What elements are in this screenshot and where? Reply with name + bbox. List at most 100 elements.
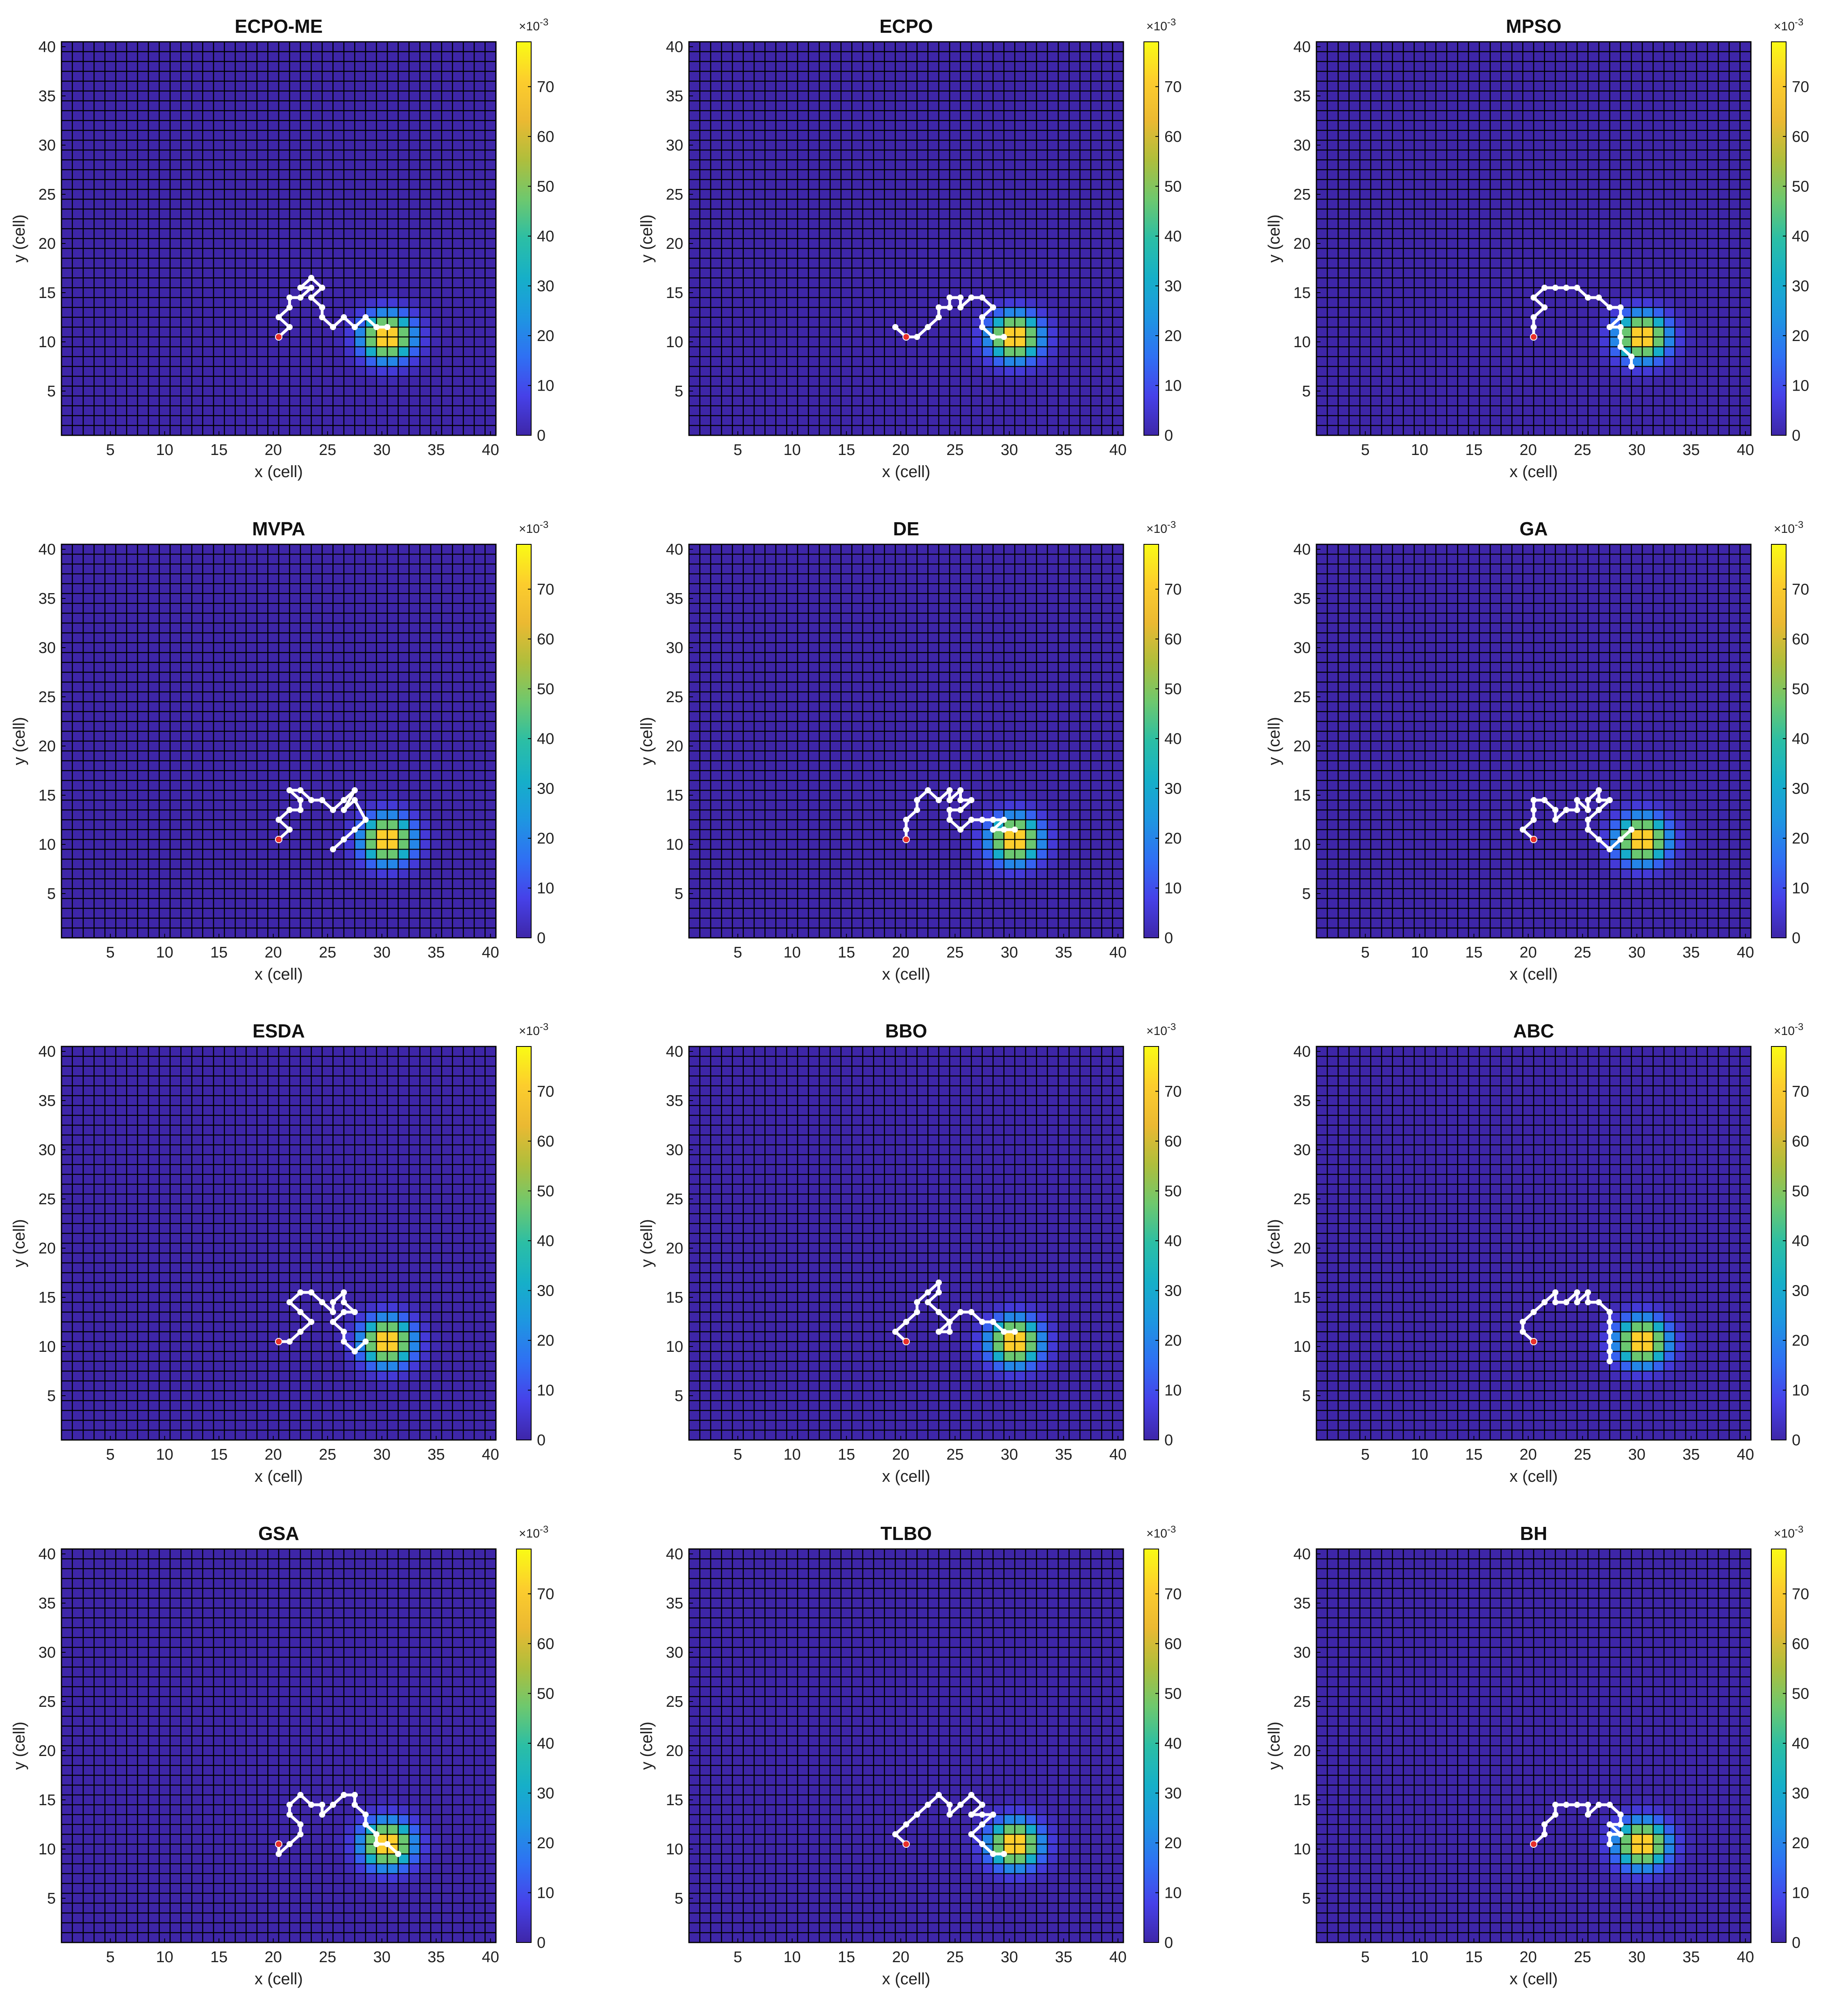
heatmap-cell	[420, 1815, 431, 1825]
heatmap-cell	[1686, 1834, 1697, 1845]
path-point	[308, 797, 314, 803]
heatmap-cell	[1609, 366, 1621, 377]
colorbar-tick-label: 50	[1164, 1183, 1182, 1200]
heatmap-cell	[1631, 1302, 1643, 1312]
heatmap-cell	[1025, 1844, 1037, 1854]
heatmap-cell	[1686, 1332, 1697, 1342]
colorbar-tick-label: 60	[1792, 1133, 1809, 1150]
heatmap-cell	[1664, 830, 1675, 840]
heatmap-cell	[387, 1302, 398, 1312]
heatmap-cell	[993, 1342, 1004, 1352]
heatmap-cell	[409, 1342, 420, 1352]
heatmap-cell	[1664, 1322, 1675, 1332]
colorbar-tick-label: 30	[537, 1785, 554, 1802]
y-tick-label: 15	[666, 1792, 683, 1809]
path-point	[903, 1821, 909, 1828]
path-point	[1563, 1801, 1569, 1808]
x-tick-label: 30	[373, 441, 391, 459]
path-point	[319, 1299, 325, 1306]
colorbar-multiplier: ×10-3	[519, 519, 548, 536]
heatmap-cell	[1609, 820, 1621, 830]
heatmap-cell	[1642, 1874, 1653, 1884]
heatmap-cell	[1631, 1322, 1643, 1332]
heatmap-cell	[1037, 1824, 1048, 1835]
heatmap-cell	[1015, 1342, 1026, 1352]
path-point	[1552, 1801, 1559, 1808]
y-tick-label: 35	[666, 590, 683, 607]
path-point	[1607, 846, 1613, 853]
heatmap-cell	[1015, 849, 1026, 860]
x-tick-label: 30	[1628, 441, 1646, 459]
x-axis-label: x (cell)	[882, 1970, 930, 1988]
panel-esda: ESDA 5 10 15 20 25 30 35 40 5 10 15 20 25 30 35 40 x (cel…	[10, 1020, 554, 1485]
path-point	[979, 1319, 985, 1325]
heatmap-cell	[1058, 327, 1069, 337]
heatmap-cell	[1653, 869, 1664, 879]
x-tick-label: 30	[1628, 944, 1646, 961]
heatmap-cell	[398, 1332, 409, 1342]
axes-frame	[688, 41, 1124, 436]
heatmap-cell	[420, 357, 431, 367]
path-point	[330, 846, 336, 853]
y-tick-label: 30	[1293, 137, 1311, 154]
y-tick-label: 35	[39, 590, 56, 607]
heatmap-cell	[1015, 376, 1026, 387]
y-tick-label: 30	[1293, 639, 1311, 657]
path-point	[297, 1821, 304, 1828]
heatmap-cell	[366, 1312, 377, 1322]
heatmap-cell	[387, 839, 398, 850]
heatmap-cell	[1664, 1351, 1675, 1362]
x-tick-label: 5	[1361, 944, 1370, 961]
x-tick-label: 40	[1737, 441, 1754, 459]
colorbar-multiplier: ×10-3	[1146, 17, 1176, 33]
colorbar-tick-label: 0	[537, 930, 546, 947]
x-tick-label: 20	[265, 1446, 282, 1463]
colorbar-tick-label: 40	[1164, 228, 1182, 245]
x-tick-label: 20	[1520, 1446, 1537, 1463]
heatmap-cell	[398, 347, 409, 357]
y-tick-label: 40	[39, 1546, 56, 1563]
axes-frame	[688, 1548, 1124, 1943]
heatmap-cell	[1653, 327, 1664, 337]
heatmap-cell	[1621, 1322, 1632, 1332]
heatmap-cell	[1642, 347, 1653, 357]
y-tick-label: 10	[666, 334, 683, 351]
y-tick-label: 5	[47, 885, 56, 903]
y-tick-label: 10	[39, 836, 56, 853]
path-point	[1607, 1338, 1613, 1345]
heatmap-cell	[982, 1302, 993, 1312]
path-point	[341, 1289, 347, 1296]
path-point	[957, 304, 964, 311]
heatmap-cell	[1664, 317, 1675, 328]
heatmap-cell	[398, 307, 409, 318]
path-point	[319, 1811, 325, 1818]
heatmap-cell	[1631, 337, 1643, 347]
colorbar-multiplier: ×10-3	[519, 1524, 548, 1540]
heatmap-cell	[960, 1332, 972, 1342]
path-point	[308, 294, 314, 301]
heatmap-cell	[366, 298, 377, 308]
colorbar-tick-label: 30	[1164, 1282, 1182, 1299]
heatmap-cell	[376, 298, 388, 308]
heatmap-cell	[1609, 357, 1621, 367]
heatmap-cell	[376, 790, 388, 801]
heatmap-cell	[1631, 1874, 1643, 1884]
path-point	[1520, 1319, 1526, 1325]
heatmap-cell	[387, 1795, 398, 1805]
heatmap-cell	[971, 859, 982, 869]
x-tick-label: 30	[373, 1949, 391, 1966]
heatmap-cell	[1653, 830, 1664, 840]
path-point	[1001, 817, 1007, 823]
x-tick-label: 15	[210, 944, 227, 961]
y-tick-label: 20	[666, 1240, 683, 1257]
colorbar-tick-label: 40	[1792, 1233, 1809, 1250]
colorbar-tick-label: 30	[1164, 1785, 1182, 1802]
heatmap-cell	[1588, 1332, 1599, 1342]
heatmap-cell	[1047, 1332, 1059, 1342]
heatmap-cell	[1015, 879, 1026, 889]
heatmap-cell	[420, 1361, 431, 1372]
heatmap-cell	[1631, 1883, 1643, 1894]
heatmap-cell	[387, 1312, 398, 1322]
colorbar-multiplier: ×10-3	[1774, 1021, 1803, 1038]
y-tick-label: 5	[1302, 1890, 1311, 1907]
